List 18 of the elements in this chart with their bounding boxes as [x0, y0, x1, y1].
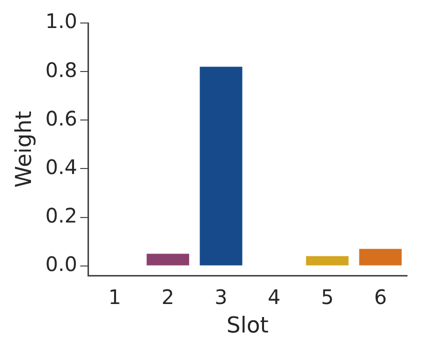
x-tick-label: 6	[374, 284, 387, 309]
y-tick-label: 0.6	[45, 106, 78, 130]
y-tick-label: 1.0	[45, 9, 78, 34]
bar	[200, 66, 242, 266]
x-tick-label: 2	[162, 284, 174, 309]
y-tick-label: 0.8	[45, 58, 78, 82]
x-tick-label: 3	[214, 284, 228, 309]
y-axis-title: Weight	[12, 110, 37, 188]
y-tick-label: 0.0	[45, 252, 78, 276]
y-tick-label: 0.2	[45, 204, 78, 228]
bar	[146, 254, 190, 266]
x-tick-label: 5	[320, 284, 334, 309]
x-axis-title: Slot	[226, 314, 270, 339]
bar	[359, 248, 402, 266]
bar	[306, 256, 349, 266]
x-tick-label: 1	[108, 284, 122, 309]
y-tick-label: 0.4	[45, 154, 78, 179]
x-tick-label: 4	[268, 284, 281, 309]
